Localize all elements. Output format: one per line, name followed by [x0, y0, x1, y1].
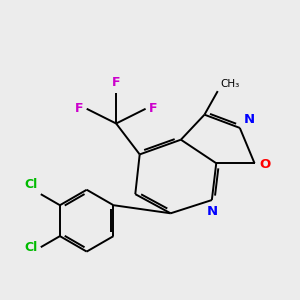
- Text: F: F: [149, 102, 158, 115]
- Text: F: F: [75, 102, 83, 115]
- Text: CH₃: CH₃: [220, 79, 239, 89]
- Text: O: O: [259, 158, 270, 171]
- Text: F: F: [112, 76, 120, 89]
- Text: Cl: Cl: [25, 178, 38, 191]
- Text: N: N: [244, 113, 255, 126]
- Text: Cl: Cl: [25, 241, 38, 254]
- Text: N: N: [206, 206, 218, 218]
